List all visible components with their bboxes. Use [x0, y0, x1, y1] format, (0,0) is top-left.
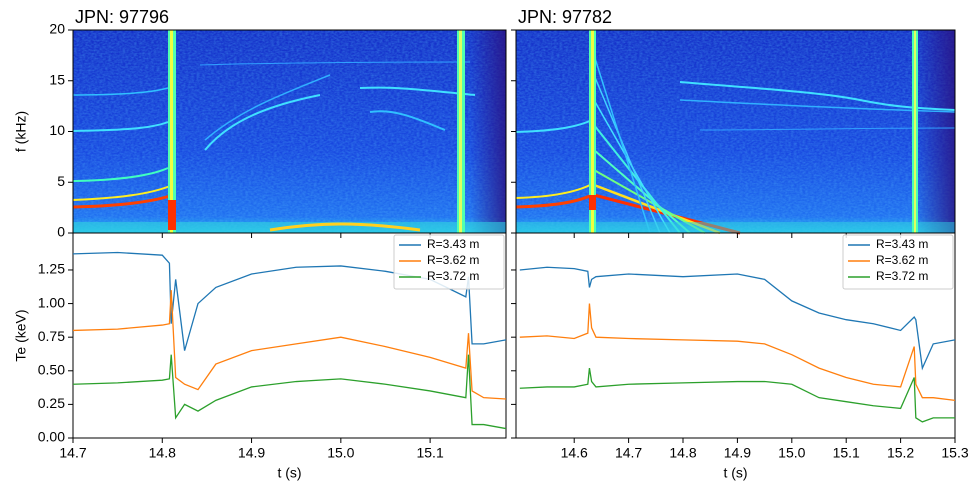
legend-label: R=3.72 m: [876, 269, 928, 283]
y-tick-label: 1.00: [38, 294, 65, 310]
legend-label: R=3.62 m: [876, 253, 928, 267]
te-line: [519, 266, 955, 371]
legend-label: R=3.43 m: [876, 237, 928, 251]
y-axis-label: Te (keV): [13, 309, 29, 361]
legend-label: R=3.43 m: [427, 237, 479, 251]
x-axis-label: t (s): [723, 465, 747, 481]
x-tick-label: 15.0: [778, 445, 805, 461]
x-tick-label: 15.3: [941, 445, 968, 461]
x-tick-label: 15.0: [327, 445, 354, 461]
x-tick-label: 14.6: [561, 445, 588, 461]
axes-frame: [515, 232, 956, 439]
x-tick-label: 15.1: [416, 445, 443, 461]
y-axis-label: f (kHz): [13, 111, 29, 152]
x-tick-label: 15.1: [833, 445, 860, 461]
y-tick-label: 15: [49, 71, 65, 87]
y-tick-label: 1.25: [38, 261, 65, 277]
panel-title: JPN: 97782: [518, 7, 612, 27]
x-tick-label: 14.7: [59, 445, 86, 461]
legend-box: [842, 234, 954, 290]
x-axis-label: t (s): [277, 465, 301, 481]
legend-box: [393, 234, 505, 290]
axes-frame: [72, 232, 507, 439]
y-tick-label: 0.75: [38, 328, 65, 344]
y-tick-label: 5: [57, 173, 65, 189]
te-line: [519, 303, 955, 402]
x-tick-label: 14.7: [615, 445, 642, 461]
spectrogram-image: [515, 30, 956, 235]
y-tick-label: 10: [49, 122, 65, 138]
legend-label: R=3.62 m: [427, 253, 479, 267]
y-tick-label: 0.25: [38, 395, 65, 411]
y-tick-label: 0.00: [38, 429, 65, 445]
x-tick-label: 14.9: [724, 445, 751, 461]
x-tick-label: 14.8: [669, 445, 696, 461]
te-line: [73, 290, 506, 400]
te-line: [73, 354, 506, 430]
legend-label: R=3.72 m: [427, 269, 479, 283]
y-tick-label: 0.50: [38, 361, 65, 377]
x-tick-label: 14.9: [238, 445, 265, 461]
y-tick-label: 0: [57, 224, 65, 240]
panel-title: JPN: 97796: [75, 7, 169, 27]
te-line: [519, 367, 955, 423]
y-tick-label: 20: [49, 21, 65, 37]
x-tick-label: 15.2: [887, 445, 914, 461]
spectrogram-image: [72, 30, 506, 233]
x-tick-label: 14.8: [149, 445, 176, 461]
